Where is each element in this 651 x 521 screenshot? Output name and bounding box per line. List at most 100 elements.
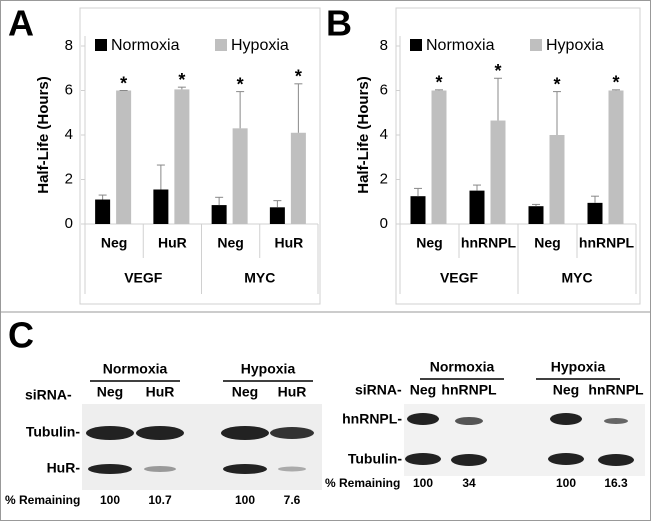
legend-swatch — [530, 39, 542, 51]
condition-label: Normoxia — [430, 359, 495, 375]
condition-label: Normoxia — [103, 361, 168, 377]
remaining-value: 100 — [100, 493, 120, 507]
row-label: HuR- — [47, 460, 81, 476]
legend-swatch — [95, 39, 107, 51]
condition-label: Hypoxia — [241, 361, 296, 377]
panel-letter: B — [326, 3, 352, 44]
x-tick-label: hnRNPL — [579, 235, 635, 251]
y-tick-label: 0 — [380, 215, 388, 232]
bar — [469, 190, 485, 224]
error-bar — [612, 89, 620, 91]
legend-swatch — [410, 39, 422, 51]
bar — [174, 89, 190, 224]
lane-label: Neg — [553, 382, 579, 398]
error-bar — [156, 164, 165, 190]
legend-label: Hypoxia — [546, 37, 604, 54]
significance-mark: * — [120, 73, 127, 93]
blot-image — [82, 404, 322, 490]
chart-frame — [79, 7, 321, 305]
lane-label: Neg — [410, 382, 436, 398]
remaining-value: 34 — [462, 476, 476, 490]
panel-letter: C — [8, 315, 34, 356]
lane-label: HuR — [146, 384, 175, 400]
chart-frame — [395, 7, 641, 305]
significance-mark: * — [178, 70, 185, 90]
y-axis-title: Half-Life (Hours) — [355, 76, 372, 194]
error-bar — [591, 195, 599, 203]
remaining-value: 100 — [413, 476, 433, 490]
bar — [290, 132, 306, 224]
remaining-value: 10.7 — [148, 493, 172, 507]
bar — [608, 90, 624, 224]
significance-mark: * — [237, 74, 244, 94]
error-bar — [236, 91, 245, 129]
remaining-value: 16.3 — [604, 476, 628, 490]
lane-label: Neg — [232, 384, 258, 400]
legend-swatch — [215, 39, 227, 51]
group-label: VEGF — [124, 270, 163, 286]
bar — [549, 135, 565, 224]
error-bar — [177, 86, 186, 90]
error-bar — [414, 187, 422, 197]
bar — [431, 90, 447, 224]
bar — [410, 196, 426, 224]
x-tick-label: Neg — [217, 235, 243, 251]
x-tick-label: HuR — [274, 235, 303, 251]
error-bar — [215, 196, 224, 206]
sirna-label: siRNA- — [25, 387, 72, 403]
significance-mark: * — [295, 67, 302, 87]
lane-label: Neg — [97, 384, 123, 400]
legend-label: Normoxia — [111, 37, 180, 54]
error-bar — [435, 89, 443, 91]
significance-mark: * — [494, 61, 501, 81]
x-tick-label: HuR — [158, 235, 187, 251]
remaining-value: 100 — [235, 493, 255, 507]
x-tick-label: Neg — [534, 235, 560, 251]
row-label: Tubulin- — [26, 424, 80, 440]
x-tick-label: hnRNPL — [461, 235, 517, 251]
bar — [95, 199, 111, 224]
bar — [490, 120, 506, 224]
y-tick-label: 8 — [65, 37, 73, 54]
remaining-value: 7.6 — [284, 493, 301, 507]
error-bar — [532, 203, 540, 207]
x-tick-label: Neg — [416, 235, 442, 251]
y-tick-label: 4 — [380, 126, 388, 143]
panel-letter: A — [8, 3, 34, 44]
bar — [211, 205, 227, 224]
lane-label: hnRNPL — [441, 382, 497, 398]
legend-label: Normoxia — [426, 37, 495, 54]
error-bar — [294, 83, 303, 133]
error-bar — [494, 77, 502, 121]
bar — [232, 128, 248, 224]
legend-label: Hypoxia — [231, 37, 289, 54]
blot-image — [404, 404, 645, 476]
y-axis-title: Half-Life (Hours) — [35, 76, 52, 194]
condition-label: Hypoxia — [551, 359, 606, 375]
sirna-label: siRNA- — [355, 382, 402, 398]
bar — [587, 202, 603, 224]
group-label: MYC — [561, 270, 592, 286]
lane-label: HuR — [278, 384, 307, 400]
significance-mark: * — [612, 73, 619, 93]
significance-mark: * — [553, 74, 560, 94]
y-tick-label: 8 — [380, 37, 388, 54]
y-tick-label: 2 — [65, 170, 73, 187]
row-label: Tubulin- — [348, 451, 402, 467]
error-bar — [473, 184, 481, 191]
remaining-label: % Remaining — [325, 476, 400, 490]
y-tick-label: 0 — [65, 215, 73, 232]
bar — [116, 90, 132, 224]
y-tick-label: 2 — [380, 170, 388, 187]
remaining-label: % Remaining — [5, 493, 80, 507]
lane-label: hnRNPL — [588, 382, 644, 398]
error-bar — [273, 200, 282, 208]
group-label: VEGF — [440, 270, 479, 286]
bar — [153, 189, 169, 224]
bar — [528, 206, 544, 224]
significance-mark: * — [435, 73, 442, 93]
row-label: hnRNPL- — [342, 411, 402, 427]
x-tick-label: Neg — [101, 235, 127, 251]
y-tick-label: 4 — [65, 126, 73, 143]
group-label: MYC — [244, 270, 275, 286]
